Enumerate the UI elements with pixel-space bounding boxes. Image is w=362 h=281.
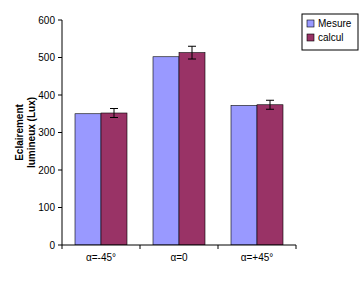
y-tick-label: 400	[38, 90, 55, 101]
legend-swatch	[307, 34, 314, 41]
y-tick	[58, 20, 62, 21]
y-tick	[58, 245, 62, 246]
legend-label: calcul	[318, 32, 344, 43]
x-tick	[218, 245, 219, 249]
error-bar	[188, 46, 196, 59]
y-tick-label: 200	[38, 165, 55, 176]
legend-label: Mesure	[318, 18, 352, 29]
y-tick-label: 500	[38, 52, 55, 63]
bars	[75, 53, 283, 245]
legend-swatch	[307, 20, 314, 27]
y-tick-label: 600	[38, 15, 55, 26]
x-tick	[296, 245, 297, 249]
y-axis	[62, 20, 63, 245]
y-tick	[58, 170, 62, 171]
legend	[302, 14, 358, 50]
y-tick	[58, 132, 62, 133]
chart-root: Eclairementlumineux (Lux) 0 100 200 300 400 50…	[0, 0, 362, 281]
x-tick	[140, 245, 141, 249]
x-tick-label: α=0	[170, 252, 188, 263]
x-tick-label: α=-45°	[86, 252, 116, 263]
error-bar	[266, 100, 274, 109]
y-tick-label: 0	[49, 240, 55, 251]
bar	[257, 105, 283, 245]
x-axis	[62, 245, 296, 246]
bar	[75, 114, 101, 245]
bar	[231, 106, 257, 246]
bar	[101, 113, 127, 245]
x-tick	[62, 245, 63, 249]
x-tick-label: α=+45°	[241, 252, 274, 263]
y-tick	[58, 207, 62, 208]
y-tick-label: 100	[38, 202, 55, 213]
bar	[153, 57, 179, 245]
bar	[179, 53, 205, 245]
y-tick-label: 300	[38, 127, 55, 138]
error-bars	[110, 46, 274, 117]
y-tick	[58, 95, 62, 96]
y-axis-title: Eclairementlumineux (Lux)	[14, 97, 37, 168]
error-bar	[110, 109, 118, 118]
y-tick	[58, 57, 62, 58]
chart: Eclairementlumineux (Lux) 0 100 200 300 400 50…	[0, 0, 362, 281]
